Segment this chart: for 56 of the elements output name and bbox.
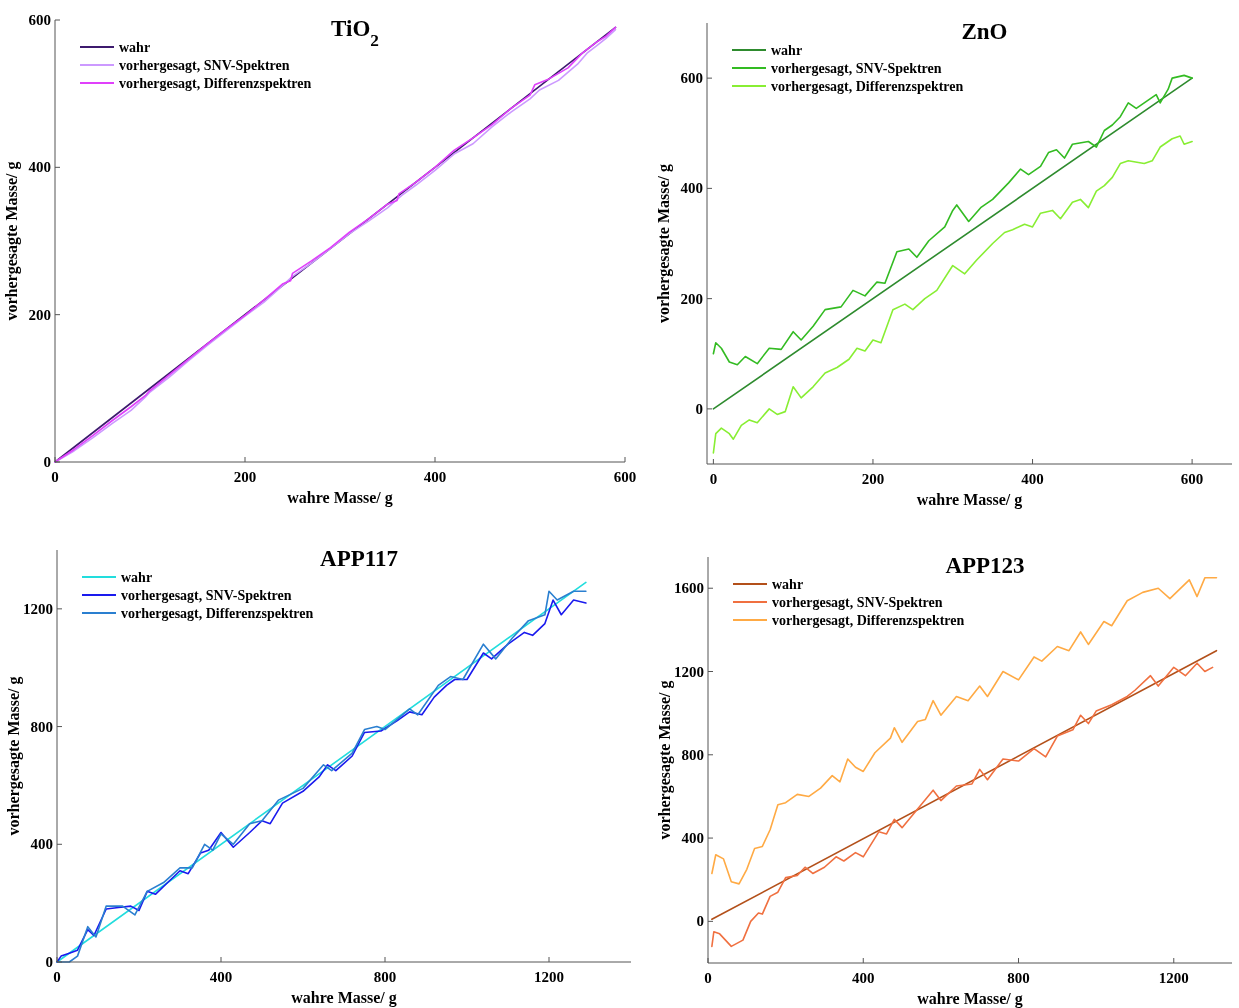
y-tick-label: 600 (28, 12, 51, 28)
y-tick-label: 400 (30, 836, 53, 853)
line-series (711, 577, 1218, 885)
y-tick-label: 800 (30, 718, 53, 735)
x-tick-label: 600 (613, 469, 637, 485)
y-axis-title: vorhergesagte Masse/ g (656, 680, 674, 840)
y-tick-label: 0 (695, 400, 703, 417)
legend-label: wahr (121, 570, 153, 585)
x-tick-label: 800 (1007, 970, 1030, 986)
y-axis-title: vorhergesagte Masse/ g (5, 676, 23, 836)
legend-label: vorhergesagt, Differenzspektren (771, 79, 964, 94)
x-tick-label: 0 (709, 471, 718, 487)
y-tick-label: 1200 (23, 600, 53, 617)
x-axis-title: wahre Masse/ g (291, 989, 397, 1007)
legend-label: wahr (772, 577, 804, 592)
x-tick-label: 400 (209, 969, 233, 985)
legend-label: wahr (771, 43, 803, 58)
legend-label: vorhergesagt, SNV-Spektren (772, 595, 943, 610)
x-tick-label: 400 (1021, 471, 1044, 487)
y-axis-title: vorhergesagte Masse/ g (3, 161, 21, 321)
y-tick-label: 600 (680, 70, 703, 87)
chart-title: TiO$_{2}$ (331, 16, 379, 50)
x-tick-label: 200 (861, 471, 885, 487)
legend-label: vorhergesagt, Differenzspektren (772, 613, 965, 628)
legend-label: vorhergesagt, SNV-Spektren (121, 588, 292, 603)
x-axis-title: wahre Masse/ g (916, 491, 1023, 509)
legend-label: vorhergesagt, Differenzspektren (119, 76, 312, 91)
y-tick-label: 0 (45, 954, 53, 970)
y-tick-label: 1600 (674, 580, 704, 597)
x-tick-label: 600 (1180, 471, 1204, 487)
y-tick-label: 200 (680, 290, 703, 307)
x-axis-title: wahre Masse/ g (287, 489, 393, 507)
chart-title: ZnO (961, 19, 1008, 44)
legend-label: wahr (119, 40, 151, 55)
y-tick-label: 200 (28, 306, 51, 323)
x-tick-label: 200 (233, 469, 257, 485)
x-tick-label: 400 (852, 970, 875, 986)
x-axis-title: wahre Masse/ g (917, 990, 1023, 1008)
x-tick-label: 1200 (1158, 970, 1189, 986)
y-tick-label: 400 (28, 159, 51, 176)
y-tick-label: 1200 (674, 663, 704, 680)
y-axis-title: vorhergesagte Masse/ g (655, 163, 673, 324)
y-tick-label: 400 (681, 830, 704, 847)
x-tick-label: 400 (423, 469, 447, 485)
chart-title: APP117 (320, 546, 398, 571)
y-tick-label: 0 (696, 913, 704, 930)
chart-title: APP123 (945, 553, 1025, 578)
x-tick-label: 800 (373, 969, 397, 985)
y-tick-label: 800 (681, 746, 704, 763)
legend-label: vorhergesagt, Differenzspektren (121, 606, 314, 621)
legend-label: vorhergesagt, SNV-Spektren (771, 61, 942, 76)
y-tick-label: 400 (680, 180, 703, 197)
y-tick-label: 0 (43, 454, 51, 470)
x-tick-label: 1200 (534, 969, 564, 985)
legend-label: vorhergesagt, SNV-Spektren (119, 58, 290, 73)
line-series (712, 135, 1193, 454)
